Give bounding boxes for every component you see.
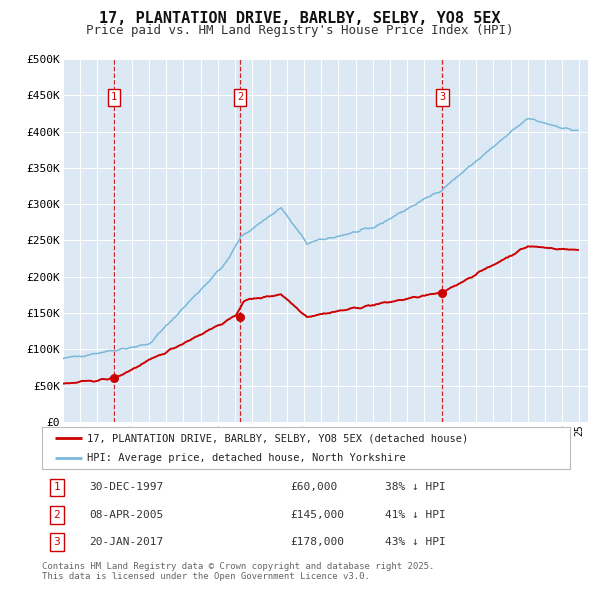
Text: 30-DEC-1997: 30-DEC-1997 bbox=[89, 483, 164, 493]
Text: 38% ↓ HPI: 38% ↓ HPI bbox=[385, 483, 446, 493]
Text: 17, PLANTATION DRIVE, BARLBY, SELBY, YO8 5EX (detached house): 17, PLANTATION DRIVE, BARLBY, SELBY, YO8… bbox=[87, 434, 468, 444]
Text: 17, PLANTATION DRIVE, BARLBY, SELBY, YO8 5EX: 17, PLANTATION DRIVE, BARLBY, SELBY, YO8… bbox=[99, 11, 501, 25]
Text: £60,000: £60,000 bbox=[290, 483, 337, 493]
Text: 1: 1 bbox=[53, 483, 60, 493]
Text: 08-APR-2005: 08-APR-2005 bbox=[89, 510, 164, 520]
Text: £145,000: £145,000 bbox=[290, 510, 344, 520]
Text: 1: 1 bbox=[111, 93, 117, 103]
Text: Contains HM Land Registry data © Crown copyright and database right 2025.
This d: Contains HM Land Registry data © Crown c… bbox=[42, 562, 434, 581]
Text: HPI: Average price, detached house, North Yorkshire: HPI: Average price, detached house, Nort… bbox=[87, 454, 406, 463]
Text: £178,000: £178,000 bbox=[290, 537, 344, 547]
Text: 2: 2 bbox=[53, 510, 60, 520]
Text: Price paid vs. HM Land Registry's House Price Index (HPI): Price paid vs. HM Land Registry's House … bbox=[86, 24, 514, 37]
Text: 43% ↓ HPI: 43% ↓ HPI bbox=[385, 537, 446, 547]
Text: 2: 2 bbox=[237, 93, 243, 103]
Text: 20-JAN-2017: 20-JAN-2017 bbox=[89, 537, 164, 547]
Text: 3: 3 bbox=[439, 93, 446, 103]
Text: 41% ↓ HPI: 41% ↓ HPI bbox=[385, 510, 446, 520]
Text: 3: 3 bbox=[53, 537, 60, 547]
